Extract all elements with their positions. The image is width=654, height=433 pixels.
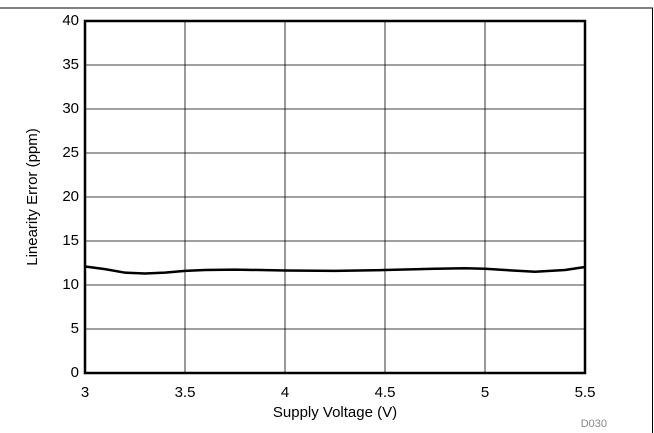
x-tick-label: 5.5 — [575, 384, 596, 401]
y-tick-label: 35 — [62, 56, 79, 73]
x-tick-label: 4.5 — [375, 384, 396, 401]
annotation: D030 — [581, 418, 607, 430]
x-tick-label: 3.5 — [175, 384, 196, 401]
plot-border — [83, 19, 587, 375]
y-tick-label: 25 — [62, 144, 79, 161]
y-tick-label: 5 — [71, 320, 79, 337]
y-axis-label: Linearity Error (ppm) — [24, 128, 41, 266]
y-tick-label: 15 — [62, 232, 79, 249]
y-tick-label: 20 — [62, 188, 79, 205]
y-tick-label: 30 — [62, 100, 79, 117]
x-tick-label: 3 — [81, 384, 89, 401]
data-line — [84, 265, 586, 275]
x-tick-label: 4 — [281, 384, 289, 401]
x-axis-label: Supply Voltage (V) — [273, 404, 397, 421]
y-tick-label: 10 — [62, 276, 79, 293]
y-tick-label: 0 — [71, 364, 79, 381]
x-tick-label: 5 — [481, 384, 489, 401]
y-tick-label: 40 — [62, 12, 79, 29]
